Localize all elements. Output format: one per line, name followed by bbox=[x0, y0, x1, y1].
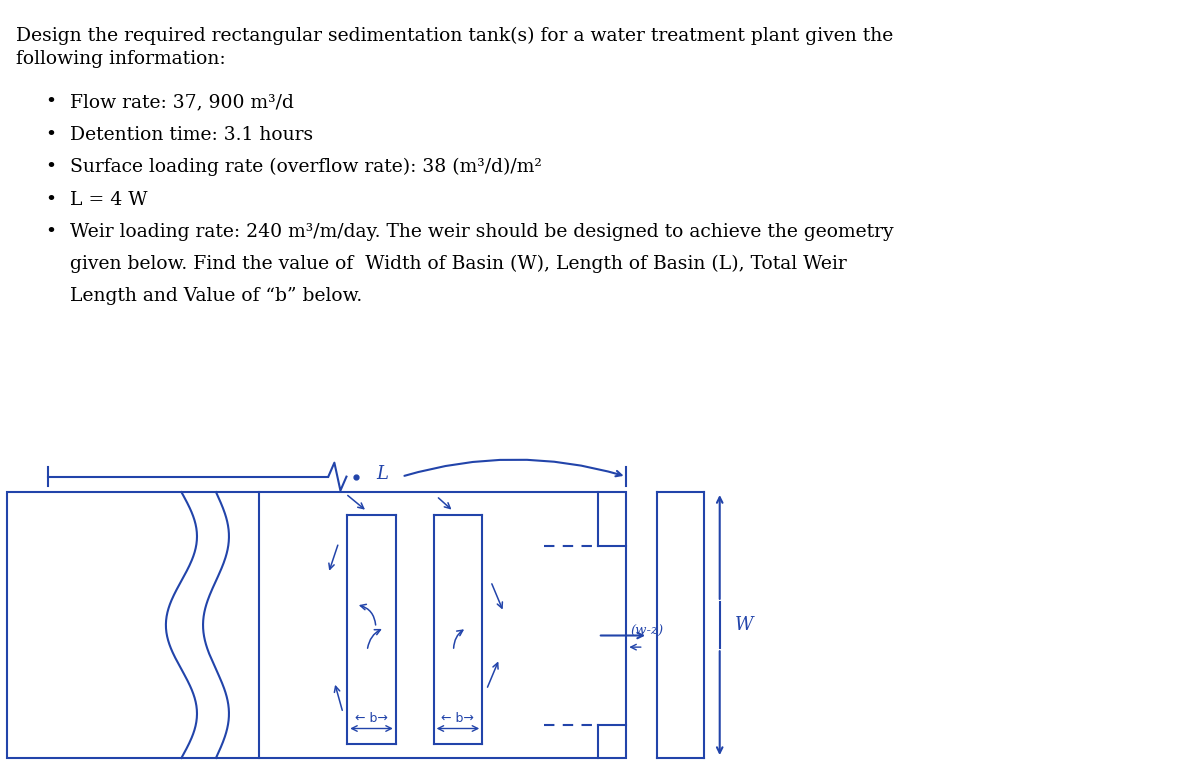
Text: •: • bbox=[46, 191, 56, 208]
Text: •: • bbox=[46, 126, 56, 143]
Text: Length and Value of “b” below.: Length and Value of “b” below. bbox=[70, 287, 362, 305]
Text: (w-z): (w-z) bbox=[631, 625, 664, 638]
Text: •: • bbox=[46, 158, 56, 176]
Text: Surface loading rate (overflow rate): 38 (m³/d)/m²: Surface loading rate (overflow rate): 38… bbox=[70, 158, 541, 177]
Bar bbox=[7, 492, 626, 758]
Text: Weir loading rate: 240 m³/m/day. The weir should be designed to achieve the geom: Weir loading rate: 240 m³/m/day. The wei… bbox=[70, 223, 893, 241]
Text: ← b→: ← b→ bbox=[442, 712, 474, 725]
Text: •: • bbox=[46, 93, 56, 111]
Text: L: L bbox=[376, 464, 388, 483]
Text: W: W bbox=[736, 616, 754, 634]
Text: ← b→: ← b→ bbox=[355, 712, 388, 725]
Text: following information:: following information: bbox=[16, 50, 226, 68]
Text: L = 4 W: L = 4 W bbox=[70, 191, 148, 208]
Text: Design the required rectangular sedimentation tank(s) for a water treatment plan: Design the required rectangular sediment… bbox=[16, 27, 893, 46]
Text: Detention time: 3.1 hours: Detention time: 3.1 hours bbox=[70, 126, 313, 143]
Text: Flow rate: 37, 900 m³/d: Flow rate: 37, 900 m³/d bbox=[70, 93, 294, 111]
Text: given below. Find the value of  Width of Basin (W), Length of Basin (L), Total W: given below. Find the value of Width of … bbox=[70, 255, 846, 274]
Text: •: • bbox=[46, 223, 56, 241]
